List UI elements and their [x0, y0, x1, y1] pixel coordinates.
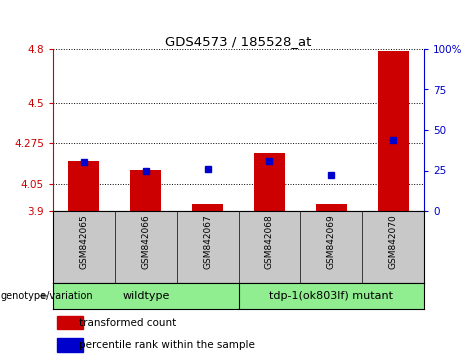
Text: GSM842067: GSM842067	[203, 215, 212, 269]
Text: wildtype: wildtype	[122, 291, 170, 301]
Text: transformed count: transformed count	[79, 318, 176, 327]
Text: GSM842068: GSM842068	[265, 215, 274, 269]
Text: percentile rank within the sample: percentile rank within the sample	[79, 340, 255, 350]
Title: GDS4573 / 185528_at: GDS4573 / 185528_at	[165, 35, 312, 48]
Text: genotype/variation: genotype/variation	[0, 291, 93, 301]
Text: tdp-1(ok803lf) mutant: tdp-1(ok803lf) mutant	[269, 291, 393, 301]
Text: GSM842066: GSM842066	[141, 215, 150, 269]
Bar	[316, 204, 347, 211]
Bar	[57, 316, 83, 329]
Bar	[57, 338, 83, 352]
Bar	[254, 153, 285, 211]
Bar	[69, 161, 100, 211]
Text: GSM842070: GSM842070	[389, 215, 398, 269]
Text: GSM842065: GSM842065	[79, 215, 89, 269]
Bar	[378, 51, 408, 211]
Bar	[192, 204, 223, 211]
Text: GSM842069: GSM842069	[327, 215, 336, 269]
Bar	[130, 170, 161, 211]
